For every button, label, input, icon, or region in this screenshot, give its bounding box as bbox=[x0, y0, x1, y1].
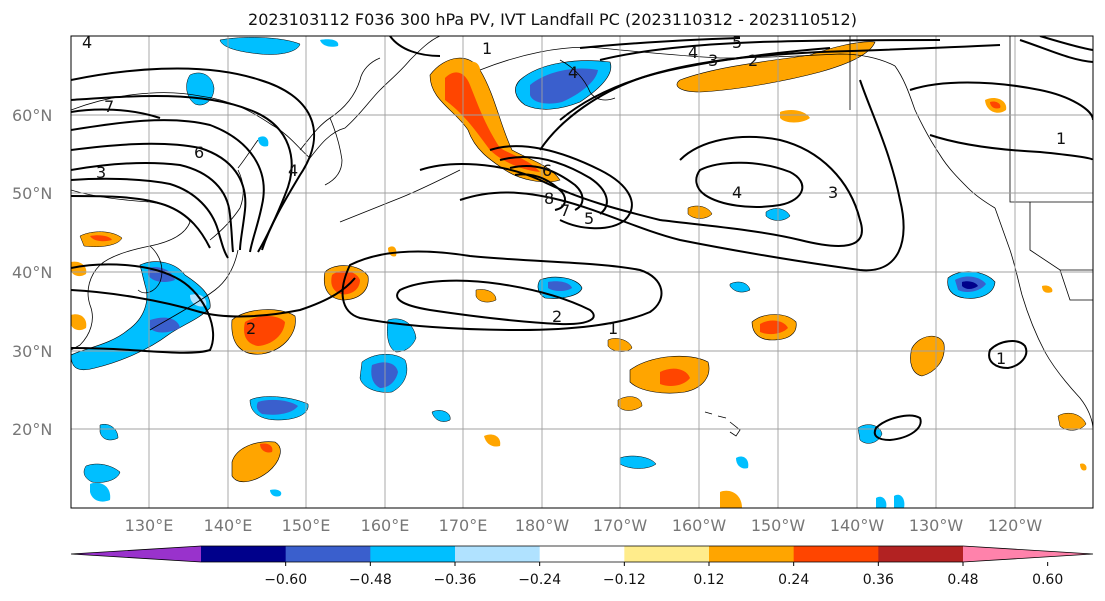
colorbar-extend-low bbox=[71, 546, 201, 562]
colorbar-tick-label: −0.60 bbox=[264, 572, 307, 588]
lat-label: 40°N bbox=[12, 263, 52, 282]
contour-label: 5 bbox=[584, 209, 594, 228]
lat-label: 30°N bbox=[12, 342, 52, 361]
lon-label: 170°W bbox=[593, 516, 648, 535]
lat-label: 60°N bbox=[12, 106, 52, 125]
contour-label: 1 bbox=[482, 39, 492, 58]
lon-label: 150°E bbox=[282, 516, 331, 535]
lon-label: 180°W bbox=[515, 516, 570, 535]
colorbar-swatch bbox=[709, 546, 795, 562]
colorbar-outline bbox=[70, 545, 1094, 563]
colorbar-swatch bbox=[624, 546, 710, 562]
pv-contours bbox=[71, 36, 1093, 442]
colorbar-tick-label: −0.48 bbox=[349, 572, 392, 588]
colorbar-swatch bbox=[455, 546, 541, 562]
colorbar: −0.60 −0.48 −0.36 −0.24 −0.12 0.12 0.24 0.36 0.4… bbox=[70, 545, 1094, 588]
lon-label: 140°E bbox=[204, 516, 253, 535]
contour-label: 4 bbox=[568, 63, 578, 82]
contour-label: 7 bbox=[104, 97, 114, 116]
contour-label: 3 bbox=[96, 163, 106, 182]
contour-label: 4 bbox=[732, 183, 742, 202]
contour-label: 8 bbox=[544, 189, 554, 208]
contour-label: 4 bbox=[688, 43, 698, 62]
colorbar-swatch bbox=[201, 546, 287, 562]
lon-label: 150°W bbox=[751, 516, 806, 535]
contour-label: 6 bbox=[194, 143, 204, 162]
colorbar-swatch bbox=[370, 546, 456, 562]
lat-lon-grid bbox=[71, 36, 1093, 508]
contour-label: 2 bbox=[246, 319, 256, 338]
longitude-labels: 130°E 140°E 150°E 160°E 170°E 180°W 170°… bbox=[125, 516, 1043, 535]
latitude-labels: 60°N 50°N 40°N 30°N 20°N bbox=[12, 106, 52, 439]
page-title: 2023103112 F036 300 hPa PV, IVT Landfall… bbox=[248, 10, 857, 29]
contour-label: 3 bbox=[708, 51, 718, 70]
contour-label: 6 bbox=[542, 161, 552, 180]
colorbar-swatch bbox=[878, 546, 964, 562]
colorbar-tick-label: 0.48 bbox=[947, 572, 978, 588]
contour-label: 4 bbox=[82, 33, 92, 52]
negative-anomaly-japan bbox=[71, 261, 211, 371]
lon-label: 130°W bbox=[909, 516, 964, 535]
contour-label: 2 bbox=[552, 307, 562, 326]
contour-label: 1 bbox=[608, 319, 618, 338]
colorbar-extend-high bbox=[963, 546, 1093, 562]
colorbar-tick-label: −0.12 bbox=[603, 572, 646, 588]
contour-labels: 4 7 3 6 1 4 4 6 5 2 4 8 7 5 4 3 3 2 2 1 … bbox=[82, 33, 1066, 368]
colorbar-swatch bbox=[285, 546, 371, 562]
contour-label: 4 bbox=[288, 161, 298, 180]
colorbar-tick-label: −0.36 bbox=[434, 572, 477, 588]
colorbar-tick-label: 0.60 bbox=[1032, 572, 1063, 588]
lon-label: 140°W bbox=[830, 516, 885, 535]
lon-label: 160°W bbox=[672, 516, 727, 535]
contour-label: 3 bbox=[828, 183, 838, 202]
contour-label: 2 bbox=[748, 51, 758, 70]
lon-label: 130°E bbox=[125, 516, 174, 535]
lon-label: 160°E bbox=[361, 516, 410, 535]
contour-label: 7 bbox=[560, 201, 570, 220]
colorbar-swatch bbox=[539, 546, 625, 562]
lat-label: 50°N bbox=[12, 184, 52, 203]
colorbar-tick-label: −0.24 bbox=[518, 572, 561, 588]
lon-label: 170°E bbox=[439, 516, 488, 535]
colorbar-tick-label: 0.24 bbox=[778, 572, 809, 588]
lat-label: 20°N bbox=[12, 420, 52, 439]
contour-label: 5 bbox=[732, 33, 742, 52]
lon-label: 120°W bbox=[988, 516, 1043, 535]
colorbar-swatch bbox=[793, 546, 879, 562]
contour-label: 1 bbox=[1056, 129, 1066, 148]
colorbar-tick-label: 0.36 bbox=[863, 572, 894, 588]
contour-label: 1 bbox=[996, 349, 1006, 368]
map-frame bbox=[70, 35, 1094, 509]
colorbar-tick-label: 0.12 bbox=[693, 572, 724, 588]
